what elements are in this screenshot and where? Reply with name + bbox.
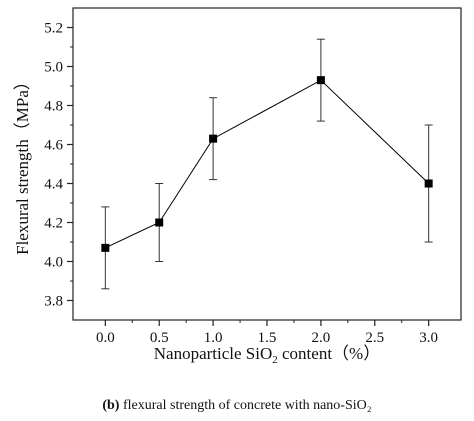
x-tick-label: 3.0	[419, 330, 438, 346]
y-tick-label: 4.4	[44, 177, 63, 193]
y-tick-label: 4.2	[44, 216, 63, 232]
x-tick-label: 2.5	[365, 330, 384, 346]
x-tick-label: 1.5	[258, 330, 277, 346]
series-layer	[101, 38, 433, 290]
y-tick-label: 4.8	[44, 99, 63, 115]
x-tick-label: 1.0	[204, 330, 223, 346]
data-point	[316, 76, 325, 85]
y-tick-label: 5.0	[44, 60, 63, 76]
y-tick-label: 5.2	[44, 21, 63, 37]
x-axis-title-subscript: 2	[272, 354, 278, 366]
y-tick-label: 3.8	[44, 294, 63, 310]
data-point	[155, 218, 164, 227]
x-tick-label: 2.0	[312, 330, 331, 346]
caption-label: (b)	[102, 398, 119, 413]
series-line	[105, 79, 430, 249]
x-tick-label: 0.5	[150, 330, 169, 346]
plot-frame	[72, 7, 462, 321]
y-tick-label: 4.0	[44, 255, 63, 271]
x-axis-title-suffix: content（%）	[278, 344, 380, 363]
data-point	[101, 243, 110, 252]
data-point	[424, 179, 433, 188]
y-tick-label: 4.6	[44, 138, 63, 154]
y-axis-ticks: 3.8 4.0 4.2 4.4 4.6 4.8 5.0 5.2	[44, 21, 73, 310]
y-axis-title: Flexural strength（MPa）	[13, 73, 32, 255]
caption-text: flexural strength of concrete with nano-…	[119, 398, 371, 413]
x-axis-title: Nanoparticle SiO2 content（%）	[154, 344, 380, 366]
x-tick-label: 0.0	[96, 330, 115, 346]
x-axis-ticks: 0.0 0.5 1.0 1.5 2.0 2.5 3.0	[96, 320, 438, 346]
x-axis-title-prefix: Nanoparticle SiO	[154, 344, 273, 363]
figure-caption: (b) flexural strength of concrete with n…	[102, 398, 371, 413]
data-point	[209, 134, 218, 143]
